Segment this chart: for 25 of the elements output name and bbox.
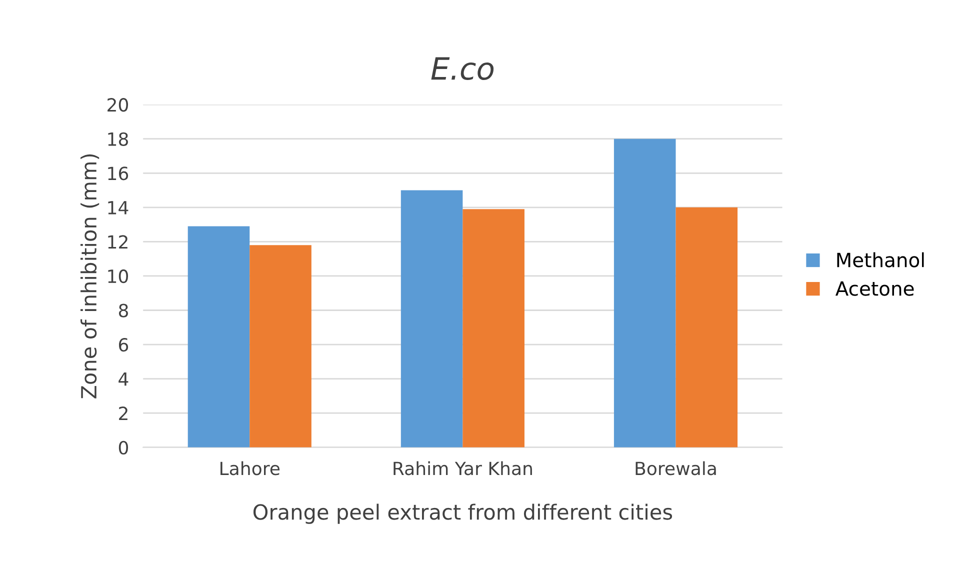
y-tick-label: 8	[118, 304, 128, 318]
y-tick-label: 0	[118, 440, 128, 454]
bar	[462, 209, 524, 448]
y-tick-label: 14	[108, 201, 128, 214]
y-tick-label: 12	[108, 235, 128, 249]
y-tick-label: 2	[119, 406, 128, 420]
y-tick-label: 20	[108, 98, 128, 112]
y-axis-title: Zone of inhibition (mm)	[80, 154, 100, 398]
y-tick-label: 6	[118, 338, 128, 352]
y-tick-label: 16	[108, 166, 128, 180]
y-tick-label: 4	[118, 372, 128, 386]
legend-label: Methanol	[837, 252, 924, 268]
chart-title: E.co	[431, 57, 494, 80]
bar	[614, 138, 676, 448]
bar	[250, 245, 312, 448]
y-tick-label: 18	[108, 132, 128, 146]
x-tick-label: Borewala	[636, 461, 716, 476]
y-tick-label: 10	[108, 269, 128, 284]
legend-label: Acetone	[835, 281, 914, 296]
bar	[676, 207, 738, 448]
bar	[400, 190, 463, 448]
bar	[188, 226, 250, 448]
x-axis-title: Orange peel extract from different cities	[253, 504, 672, 524]
x-tick-label: Rahim Yar Khan	[394, 461, 532, 476]
x-tick-label: Lahore	[220, 461, 280, 476]
